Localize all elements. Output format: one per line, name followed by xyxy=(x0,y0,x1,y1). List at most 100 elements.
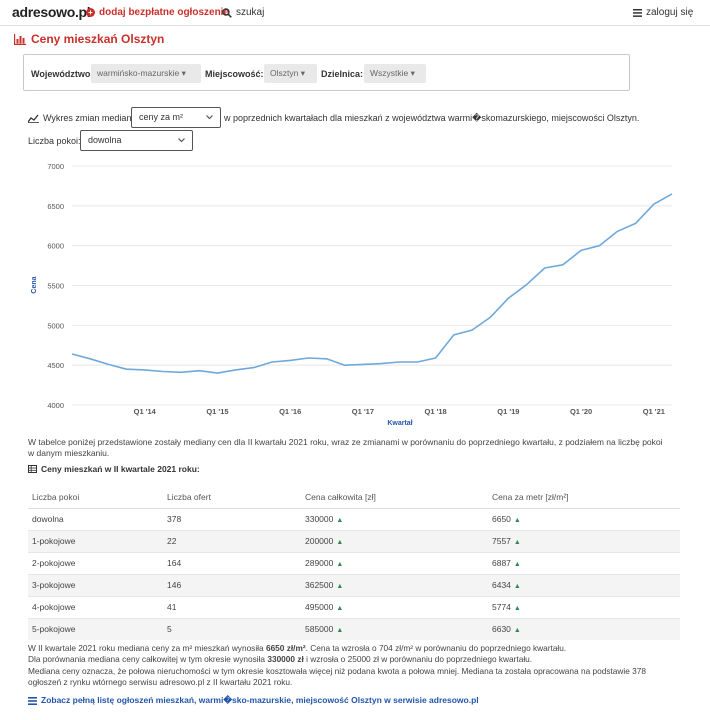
metric-value: ceny za m² xyxy=(139,112,184,122)
total-price-value: 495000 xyxy=(305,602,334,612)
chevron-down-icon xyxy=(178,138,185,143)
add-listing-label: dodaj bezpłatne ogłoszenie xyxy=(99,7,230,18)
summary-l1a: W II kwartale 2021 roku mediana ceny za … xyxy=(28,643,266,653)
y-tick-label: 4000 xyxy=(47,401,64,410)
cell-total-price: 200000 ▲ xyxy=(301,529,488,552)
summary-l2c: i wzrosła o 25000 zł w porównaniu do pop… xyxy=(303,654,533,665)
cell-price-per-m2: 7557 ▲ xyxy=(488,529,680,552)
summary-text: W II kwartale 2021 roku mediana ceny za … xyxy=(28,643,678,689)
voivodeship-label: Województwo: xyxy=(31,69,94,79)
y-tick-label: 5000 xyxy=(47,321,64,330)
table-row: 3-pokojowe 146 362500 ▲ 6434 ▲ xyxy=(28,573,680,596)
table-icon xyxy=(28,465,37,473)
price-per-m2-value: 6887 xyxy=(492,558,511,568)
cell-rooms: dowolna xyxy=(28,507,163,530)
cell-price-per-m2: 5774 ▲ xyxy=(488,595,680,618)
city-value: Olsztyn xyxy=(270,68,299,78)
chart-suffix-text: w poprzednich kwartałach dla mieszkań z … xyxy=(224,113,640,123)
table-row: 4-pokojowe 41 495000 ▲ 5774 ▲ xyxy=(28,595,680,618)
y-tick-label: 6000 xyxy=(47,242,64,251)
rooms-select[interactable]: dowolna xyxy=(80,130,193,151)
y-tick-label: 6500 xyxy=(47,202,64,211)
cell-offers: 41 xyxy=(163,595,301,618)
search-icon xyxy=(222,7,232,18)
cell-offers: 146 xyxy=(163,573,301,596)
y-axis-label: Cena xyxy=(31,276,38,293)
menu-icon xyxy=(633,8,642,17)
district-select[interactable]: Wszystkie ▾ xyxy=(364,64,426,83)
add-listing-link[interactable]: + dodaj bezpłatne ogłoszenie xyxy=(86,7,229,18)
summary-line-2: Dla porównania mediana ceny całkowitej w… xyxy=(28,654,678,665)
cell-offers: 164 xyxy=(163,551,301,574)
summary-line-1: W II kwartale 2021 roku mediana ceny za … xyxy=(28,643,678,654)
x-tick-label: Q1 '15 xyxy=(206,407,228,416)
summary-line-3: Mediana ceny oznacza, że połowa nierucho… xyxy=(28,666,678,689)
table-row: dowolna 378 330000 ▲ 6650 ▲ xyxy=(28,507,680,530)
summary-site-link[interactable]: adresowo.pl xyxy=(159,677,205,688)
triangle-up-icon: ▲ xyxy=(513,605,521,612)
y-tick-label: 5500 xyxy=(47,282,64,291)
table-row: 5-pokojowe 5 585000 ▲ 6630 ▲ xyxy=(28,617,680,640)
district-value: Wszystkie xyxy=(370,68,409,78)
triangle-up-icon: ▲ xyxy=(513,583,521,590)
summary-l1b: 6650 zł/m² xyxy=(265,643,306,653)
cell-offers: 5 xyxy=(163,617,301,640)
plus-circle-icon: + xyxy=(86,8,95,17)
city-label: Miejscowość: xyxy=(205,69,264,79)
table-title: Ceny mieszkań w II kwartale 2021 roku: xyxy=(28,464,200,474)
y-tick-label: 7000 xyxy=(47,162,64,171)
col-header-price-per-m2: Cena za metr [zł/m²] xyxy=(488,486,680,509)
voivodeship-select[interactable]: warmińsko-mazurskie ▾ xyxy=(91,64,201,83)
table-row: 1-pokojowe 22 200000 ▲ 7557 ▲ xyxy=(28,529,680,552)
triangle-up-icon: ▲ xyxy=(336,605,344,612)
line-chart-icon xyxy=(28,114,39,123)
total-price-value: 362500 xyxy=(305,580,334,590)
search-link[interactable]: szukaj xyxy=(222,7,264,18)
price-per-m2-value: 5774 xyxy=(492,602,511,612)
triangle-up-icon: ▲ xyxy=(513,561,521,568)
summary-l1c: . Cena ta wzrosła o 704 zł/m² w porównan… xyxy=(305,643,567,653)
metric-select[interactable]: ceny za m² xyxy=(131,107,221,128)
summary-l3c: z II kwartału 2021 roku. xyxy=(204,677,293,688)
full-listing-link-text: Zobacz pełną listę ogłoszeń mieszkań, wa… xyxy=(41,695,479,705)
price-per-m2-value: 6630 xyxy=(492,624,511,635)
chevron-down-icon: ▾ xyxy=(300,68,305,78)
cell-price-per-m2: 6630 ▲ xyxy=(488,617,680,640)
chevron-down-icon: ▾ xyxy=(410,68,415,78)
price-line-chart: 4000 4500 5000 5500 6000 6500 7000 Q1 '14 Q1 '15… xyxy=(31,162,673,427)
cell-rooms: 3-pokojowe xyxy=(28,573,163,596)
total-price-value: 585000 xyxy=(305,624,334,635)
price-per-m2-value: 6650 xyxy=(492,514,511,524)
cell-rooms: 1-pokojowe xyxy=(28,529,163,552)
triangle-up-icon: ▲ xyxy=(513,627,521,635)
chevron-down-icon: ▾ xyxy=(181,68,186,78)
top-nav: adresowo.pl + dodaj bezpłatne ogłoszenie… xyxy=(0,0,710,26)
summary-l2a: Dla porównania mediana ceny całkowitej w… xyxy=(28,654,268,665)
price-per-m2-value: 6434 xyxy=(492,580,511,590)
cell-total-price: 585000 ▲ xyxy=(301,617,488,640)
summary-l3: Mediana ceny oznacza, że połowa nierucho… xyxy=(28,665,647,688)
triangle-up-icon: ▲ xyxy=(336,539,344,546)
login-label: zaloguj się xyxy=(646,7,694,18)
col-header-total-price: Cena całkowita [zł] xyxy=(301,486,488,509)
chart-prefix-text: Wykres zmian mediany xyxy=(43,113,136,123)
login-link[interactable]: zaloguj się xyxy=(633,7,693,18)
cell-total-price: 495000 ▲ xyxy=(301,595,488,618)
x-tick-label: Q1 '16 xyxy=(279,407,301,416)
summary-l2b: 330000 zł xyxy=(267,654,304,665)
rooms-value: dowolna xyxy=(88,135,122,145)
chevron-down-icon xyxy=(206,115,213,120)
brand-logo[interactable]: adresowo.pl xyxy=(12,4,91,20)
filter-panel: Województwo: warmińsko-mazurskie ▾ Miejs… xyxy=(23,54,630,91)
cell-price-per-m2: 6434 ▲ xyxy=(488,573,680,596)
price-table: Liczba pokoi Liczba ofert Cena całkowita… xyxy=(28,486,680,640)
city-select[interactable]: Olsztyn ▾ xyxy=(264,64,317,83)
table-description: W tabelce poniżej przedstawione zostały … xyxy=(28,437,663,458)
cell-total-price: 362500 ▲ xyxy=(301,573,488,596)
triangle-up-icon: ▲ xyxy=(336,627,344,635)
full-listing-link[interactable]: Zobacz pełną listę ogłoszeń mieszkań, wa… xyxy=(28,695,479,706)
cell-price-per-m2: 6887 ▲ xyxy=(488,551,680,574)
cell-total-price: 289000 ▲ xyxy=(301,551,488,574)
x-tick-label: Q1 '18 xyxy=(425,407,447,416)
cell-offers: 22 xyxy=(163,529,301,552)
